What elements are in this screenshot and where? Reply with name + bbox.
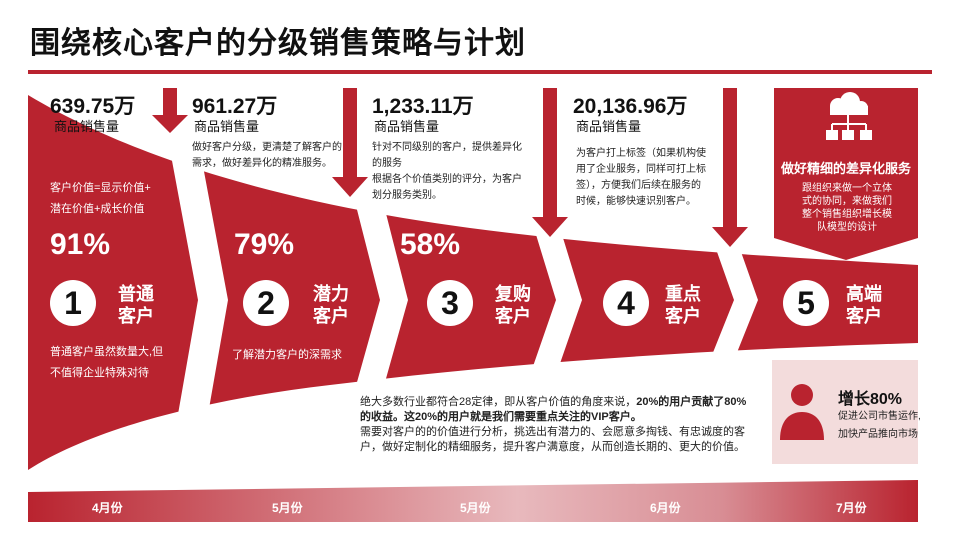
month-label-3: 5月份 xyxy=(460,501,491,515)
cloud-network-icon xyxy=(826,92,872,140)
month-label-4: 6月份 xyxy=(650,501,681,515)
chevron-1 xyxy=(170,150,228,460)
quantity-1-label: 商品销售量 xyxy=(54,119,120,134)
chevron-4 xyxy=(710,232,758,360)
growth-title: 增长80% xyxy=(838,391,903,408)
down-arrow-1 xyxy=(152,88,188,133)
month-label-2: 5月份 xyxy=(272,501,303,515)
month-label-5: 7月份 xyxy=(836,501,867,515)
value-formula-line2: 潜在价值+成长价值 xyxy=(50,203,145,215)
service-box xyxy=(774,88,918,260)
stage-2-name-line1: 潜力 xyxy=(313,284,349,304)
stage-5-number: 5 xyxy=(783,280,829,326)
user-icon xyxy=(780,384,824,440)
description-stage4: 为客户打上标签（如果机构使用了企业服务，同样可打上标签），方便我们后续在服务的时… xyxy=(576,148,706,207)
percent-stage2: 79% xyxy=(234,228,295,261)
service-description: 跟组织来做一个立体式的协同，来做我们整个销售组织增长模队模型的设计 xyxy=(802,183,892,233)
quantity-3-value: 1,233.11万 xyxy=(372,95,474,118)
stage-3-name: 复购 客户 xyxy=(495,283,531,327)
growth-box xyxy=(772,360,918,464)
percent-stage1: 91% xyxy=(50,228,111,261)
down-arrow-2 xyxy=(332,88,368,197)
quantity-4-label: 商品销售量 xyxy=(576,119,642,134)
down-arrow-4 xyxy=(712,88,748,247)
page-title: 围绕核心客户的分级销售策略与计划 xyxy=(30,27,526,60)
stage-1-name: 普通 客户 xyxy=(118,283,154,327)
center-paragraph: 绝大多数行业都符合28定律，即从客户价值的角度来说，20%的用户贡献了80%的收… xyxy=(360,395,750,455)
stage-4-name-line1: 重点 xyxy=(665,284,701,304)
quantity-2-label: 商品销售量 xyxy=(194,119,260,134)
center-paragraph-part2: 需要对客户的的价值进行分析，挑选出有潜力的、会愿意多掏钱、有忠诚度的客户，做好定… xyxy=(360,426,745,453)
stage-2-note: 了解潜力客户的深需求 xyxy=(232,349,342,361)
stage-1-name-line2: 客户 xyxy=(118,306,154,326)
quantity-1-value: 639.75万 xyxy=(50,95,136,118)
stage-1-note-line1: 普通客户虽然数量大,但 xyxy=(50,346,164,358)
stage-4-name: 重点 客户 xyxy=(665,283,701,327)
month-label-1: 4月份 xyxy=(92,501,123,515)
service-title: 做好精细的差异化服务 xyxy=(780,161,911,176)
center-paragraph-part1: 绝大多数行业都符合28定律，即从客户价值的角度来说， xyxy=(360,396,637,408)
description-stage2: 做好客户分级，更清楚了解客户的需求，做好差异化的精准服务。 xyxy=(192,142,342,169)
stage-5-name-line2: 客户 xyxy=(846,306,882,326)
stage-3-name-line1: 复购 xyxy=(495,284,531,304)
title-underline xyxy=(28,70,932,74)
center-paragraph-bold: 20%的用户贡献了80%的收益。这20%的用户就是我们需要重点关注的VIP客户。 xyxy=(360,396,747,423)
stage-2-name-line2: 客户 xyxy=(313,306,349,326)
stage-4-number: 4 xyxy=(603,280,649,326)
stage-5-name-line1: 高端 xyxy=(846,284,882,304)
percent-stage3: 58% xyxy=(400,228,461,261)
down-arrow-3 xyxy=(532,88,568,237)
description-stage3: 针对不同级别的客户，提供差异化的服务 根据各个价值类别的评分，为客户划分服务类别… xyxy=(372,142,522,201)
chevron-3 xyxy=(530,215,582,375)
stage-2-name: 潜力 客户 xyxy=(313,283,349,327)
chevron-2 xyxy=(352,190,408,400)
stage-2-number: 2 xyxy=(243,280,289,326)
quantity-3-label: 商品销售量 xyxy=(374,119,440,134)
stage-1-name-line1: 普通 xyxy=(118,284,154,304)
month-bar xyxy=(28,480,918,522)
value-formula-line1: 客户价值=显示价值+ xyxy=(50,182,151,194)
stage-5-name: 高端 客户 xyxy=(846,283,882,327)
growth-line2: 加快产品推向市场 xyxy=(838,429,918,440)
stage-3-name-line2: 客户 xyxy=(495,306,531,326)
growth-line1: 促进公司市售运作, xyxy=(838,411,921,422)
down-arrows xyxy=(152,88,748,247)
stage-1-number: 1 xyxy=(50,280,96,326)
stage-4-name-line2: 客户 xyxy=(665,306,701,326)
stage-1-note-line2: 不值得企业特殊对待 xyxy=(50,367,149,379)
quantity-2-value: 961.27万 xyxy=(192,95,278,118)
funnel-shape xyxy=(28,95,918,470)
quantity-4-value: 20,136.96万 xyxy=(573,95,688,118)
stage-3-number: 3 xyxy=(427,280,473,326)
